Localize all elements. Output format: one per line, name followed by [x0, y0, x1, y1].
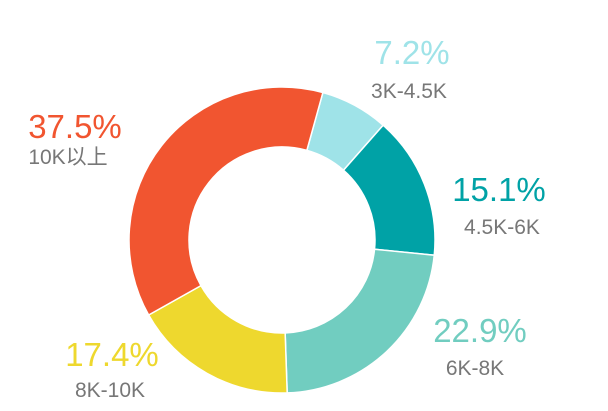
- donut-slice-3[interactable]: [284, 248, 436, 394]
- slice-percent-label: 15.1%: [452, 171, 546, 208]
- slice-category-label: 10K以上: [28, 146, 107, 169]
- slice-percent-label: 7.2%: [374, 34, 449, 71]
- slice-labels: 7.2% 3K-4.5K 15.1% 4.5K-6K 22.9% 6K-8K 17.4% 8K…: [28, 34, 546, 402]
- slice-percent-label: 22.9%: [433, 312, 527, 349]
- slice-category-label: 4.5K-6K: [464, 216, 540, 239]
- donut-slice-5[interactable]: [128, 86, 324, 317]
- slice-category-label: 3K-4.5K: [371, 80, 447, 103]
- slice-category-label: 8K-10K: [75, 379, 145, 402]
- slice-category-label: 6K-8K: [446, 357, 504, 380]
- donut-slices: [128, 86, 436, 394]
- slice-percent-label: 17.4%: [65, 336, 159, 373]
- slice-percent-label: 37.5%: [28, 108, 122, 145]
